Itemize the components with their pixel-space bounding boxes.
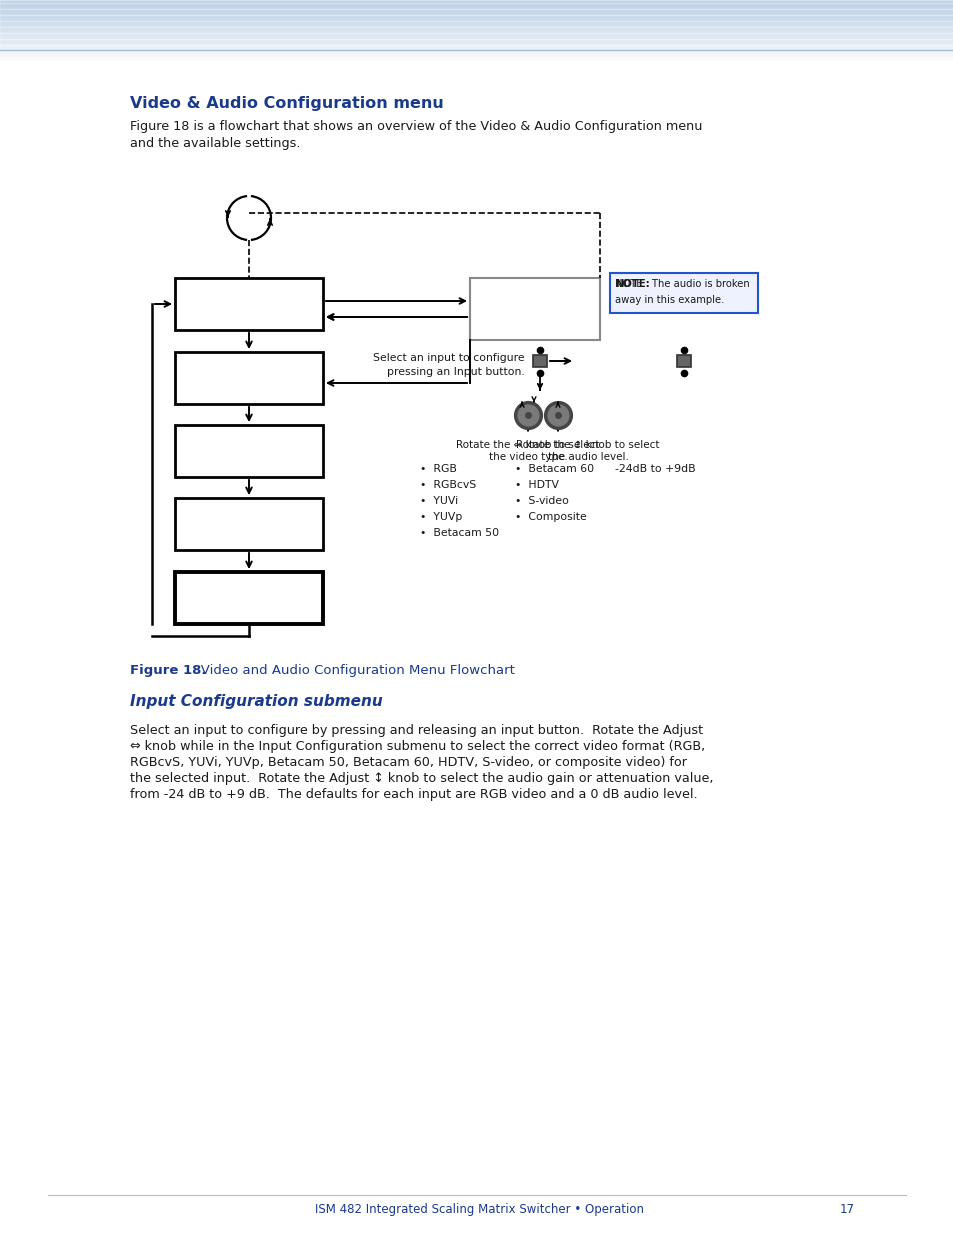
Text: •  RGB: • RGB	[419, 464, 456, 474]
Text: •  Betacam 50: • Betacam 50	[419, 529, 498, 538]
Text: ⇔ knob while in the Input Configuration submenu to select the correct video form: ⇔ knob while in the Input Configuration …	[130, 740, 704, 753]
Text: and the available settings.: and the available settings.	[130, 137, 300, 149]
Text: •  Composite: • Composite	[515, 513, 586, 522]
Text: •  HDTV: • HDTV	[515, 480, 558, 490]
Text: pressing an Input button.: pressing an Input button.	[387, 367, 524, 377]
Text: NOTE:: NOTE:	[615, 279, 649, 289]
Text: •  S-video: • S-video	[515, 496, 568, 506]
Text: the audio level.: the audio level.	[547, 452, 628, 462]
Text: Video and Audio Configuration Menu Flowchart: Video and Audio Configuration Menu Flowc…	[188, 664, 515, 677]
Bar	[677, 354, 690, 367]
Text: Figure 18.: Figure 18.	[130, 664, 206, 677]
Text: Rotate the ↕ knob to select: Rotate the ↕ knob to select	[516, 440, 659, 450]
Bar	[174, 278, 323, 330]
Bar	[609, 273, 758, 312]
Bar	[174, 498, 323, 550]
Bar	[533, 354, 546, 367]
Text: •  Betacam 60: • Betacam 60	[515, 464, 594, 474]
Text: the selected input.  Rotate the Adjust ↕ knob to select the audio gain or attenu: the selected input. Rotate the Adjust ↕ …	[130, 772, 713, 785]
Text: RGBcvS, YUVi, YUVp, Betacam 50, Betacam 60, HDTV, S-video, or composite video) f: RGBcvS, YUVi, YUVp, Betacam 50, Betacam …	[130, 756, 686, 769]
Bar	[174, 572, 323, 624]
Text: away in this example.: away in this example.	[615, 295, 723, 305]
Text: •  YUVi: • YUVi	[419, 496, 457, 506]
Bar	[174, 425, 323, 477]
Text: Figure 18 is a flowchart that shows an overview of the Video & Audio Configurati: Figure 18 is a flowchart that shows an o…	[130, 120, 701, 133]
Text: -24dB to +9dB: -24dB to +9dB	[615, 464, 695, 474]
Bar	[174, 352, 323, 404]
Bar	[470, 278, 599, 340]
Text: Select an input to configure: Select an input to configure	[373, 353, 524, 363]
Text: Rotate the ⇔ knob to select: Rotate the ⇔ knob to select	[456, 440, 599, 450]
Text: Select an input to configure by pressing and releasing an input button.  Rotate : Select an input to configure by pressing…	[130, 724, 702, 737]
Text: Input Configuration submenu: Input Configuration submenu	[130, 694, 382, 709]
Text: •  YUVp: • YUVp	[419, 513, 462, 522]
Text: •  RGBcvS: • RGBcvS	[419, 480, 476, 490]
Text: Video & Audio Configuration menu: Video & Audio Configuration menu	[130, 96, 443, 111]
Text: ISM 482 Integrated Scaling Matrix Switcher • Operation: ISM 482 Integrated Scaling Matrix Switch…	[315, 1203, 644, 1216]
Text: from -24 dB to +9 dB.  The defaults for each input are RGB video and a 0 dB audi: from -24 dB to +9 dB. The defaults for e…	[130, 788, 697, 802]
Text: the video type.: the video type.	[488, 452, 567, 462]
Text: 17: 17	[840, 1203, 854, 1216]
Text: NOTE:  The audio is broken: NOTE: The audio is broken	[615, 279, 749, 289]
